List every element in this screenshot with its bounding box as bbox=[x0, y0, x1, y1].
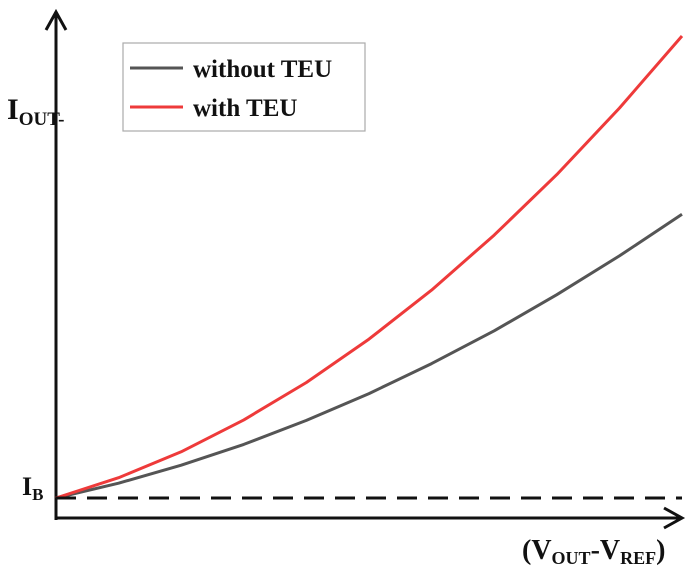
legend: without TEU with TEU bbox=[122, 42, 366, 132]
x-axis-arrowhead bbox=[663, 506, 686, 530]
y-axis-arrowhead bbox=[44, 8, 68, 31]
x-axis-label-close: ) bbox=[656, 535, 665, 566]
y-axis-label-sub: OUT- bbox=[19, 109, 65, 130]
legend-label-with-teu: with TEU bbox=[193, 95, 297, 122]
baseline-label-main: I bbox=[22, 472, 32, 501]
x-axis-label-open: (V bbox=[522, 535, 552, 566]
legend-label-without-teu: without TEU bbox=[193, 56, 332, 83]
baseline-label-sub: B bbox=[32, 485, 43, 504]
series-line-with-teu bbox=[55, 35, 684, 500]
y-axis-label: IOUT- bbox=[7, 93, 64, 130]
x-axis-label: (VOUT-VREF) bbox=[522, 535, 665, 568]
series-line-without-teu bbox=[55, 213, 683, 500]
x-axis-label-dash: -V bbox=[591, 535, 621, 566]
baseline-label: IB bbox=[22, 472, 43, 504]
x-axis-label-sub2: REF bbox=[620, 548, 656, 568]
series-layer bbox=[55, 35, 684, 500]
legend-box bbox=[122, 42, 366, 132]
x-axis-label-sub1: OUT bbox=[552, 548, 591, 568]
y-axis-label-main: I bbox=[7, 93, 19, 126]
